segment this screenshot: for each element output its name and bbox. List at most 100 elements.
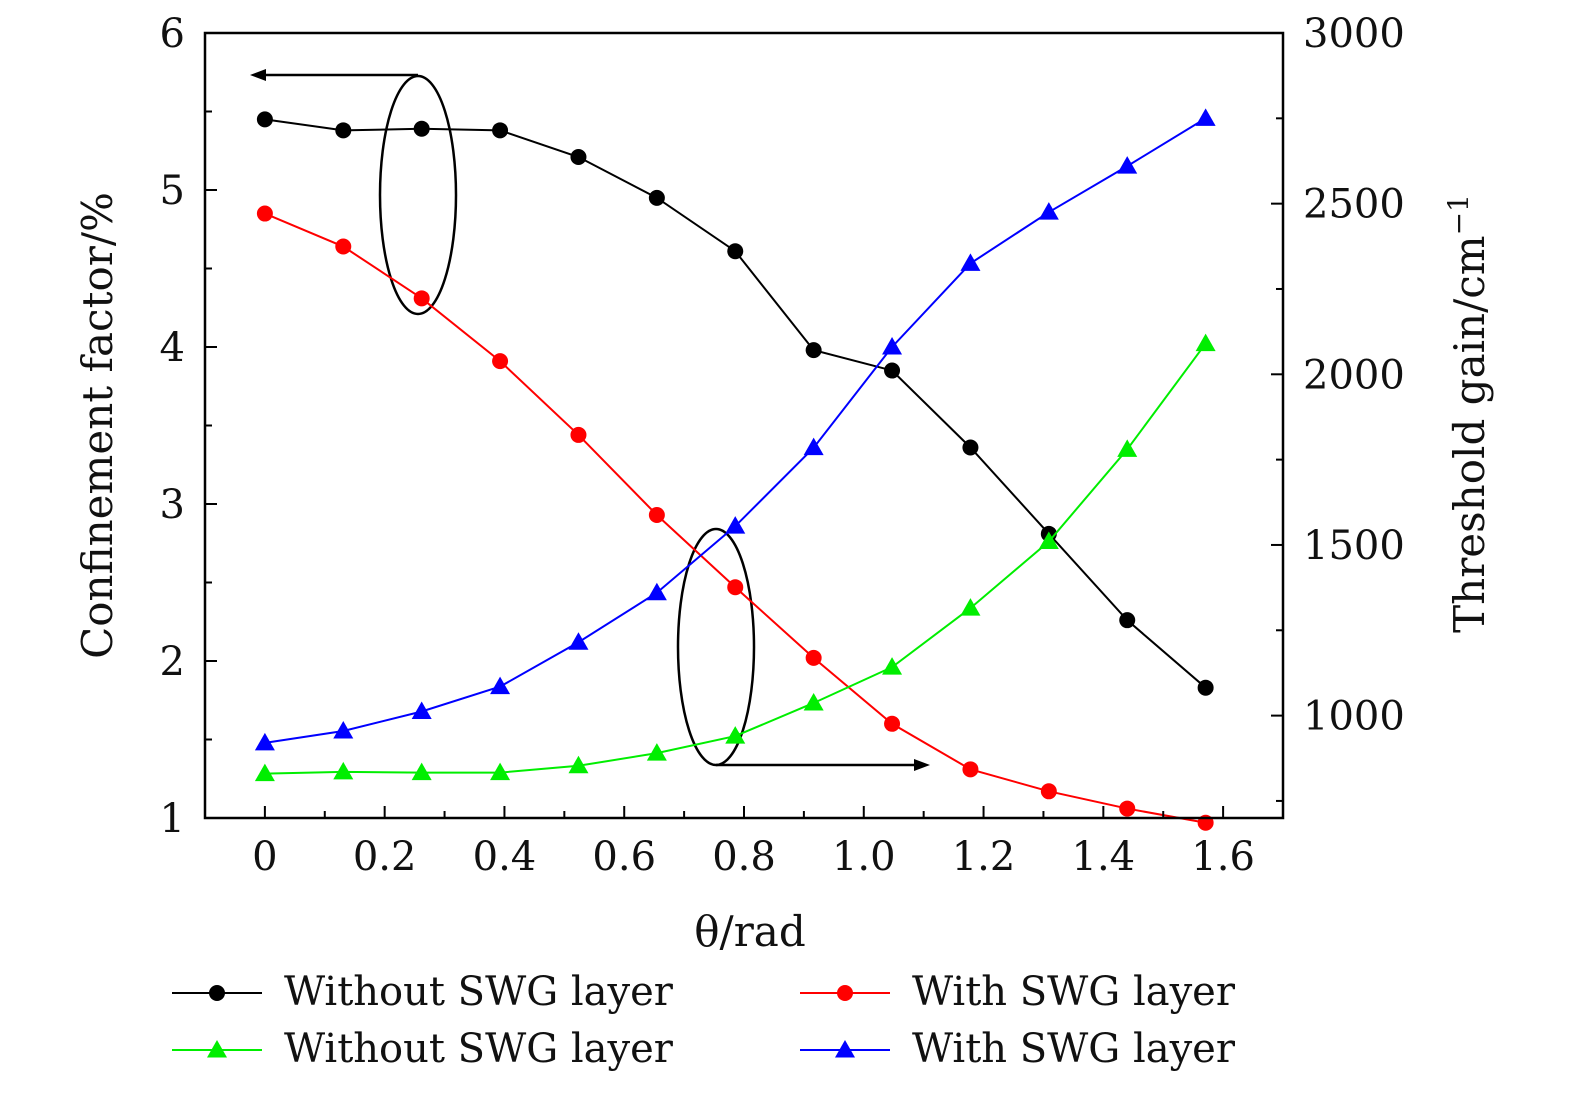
series-1 xyxy=(256,205,1214,831)
data-point xyxy=(1119,612,1136,629)
legend-item: Without SWG layer xyxy=(172,1026,674,1072)
data-point xyxy=(725,516,746,534)
data-point xyxy=(335,122,352,139)
data-point xyxy=(884,362,901,379)
left-axis-arrowhead xyxy=(250,69,266,81)
legend-swatch-marker xyxy=(835,1040,855,1058)
data-point xyxy=(1038,531,1059,550)
legend-swatch-marker xyxy=(209,985,225,1001)
legend-item: With SWG layer xyxy=(800,1026,1236,1072)
y-left-tick-label: 2 xyxy=(160,639,185,685)
data-point xyxy=(648,506,665,523)
legend-item: With SWG layer xyxy=(800,969,1236,1015)
y-left-tick-label: 1 xyxy=(160,796,185,842)
data-point xyxy=(1038,202,1059,220)
series-line xyxy=(264,118,1207,689)
y-right-tick-label: 1000 xyxy=(1303,694,1405,740)
data-point xyxy=(411,701,432,720)
x-axis-label: θ/rad xyxy=(694,907,805,956)
data-point xyxy=(413,290,430,307)
legend-label: Without SWG layer xyxy=(284,1026,674,1072)
data-point xyxy=(570,426,587,443)
y-right-axis-label: Threshold gain/cm−1 xyxy=(1442,194,1494,633)
data-point xyxy=(962,761,979,778)
data-point xyxy=(803,437,824,456)
data-point xyxy=(411,762,432,781)
legend-swatch-marker xyxy=(837,985,853,1001)
series-line xyxy=(264,342,1207,775)
data-point xyxy=(1195,333,1216,352)
y-left-axis-label: Confinement factor/% xyxy=(73,192,122,659)
y-right-tick-label: 1500 xyxy=(1303,523,1405,569)
data-point xyxy=(333,761,354,780)
data-point xyxy=(805,649,822,666)
data-point xyxy=(335,238,352,255)
series-2 xyxy=(254,333,1216,782)
data-point xyxy=(568,632,589,650)
data-point xyxy=(254,763,275,782)
y-left-tick-label: 6 xyxy=(160,11,185,57)
data-point xyxy=(256,111,273,128)
data-point xyxy=(960,253,981,271)
x-tick-label: 0 xyxy=(252,834,277,880)
legend-label: With SWG layer xyxy=(912,1026,1236,1072)
x-tick-label: 1.0 xyxy=(832,834,896,880)
data-point xyxy=(648,189,665,206)
data-point xyxy=(727,243,744,260)
y-right-tick-label: 2000 xyxy=(1303,352,1405,398)
data-point xyxy=(803,692,824,711)
data-point xyxy=(962,439,979,456)
y-left-tick-label: 3 xyxy=(160,482,185,528)
annotations xyxy=(250,69,930,771)
data-point xyxy=(568,755,589,774)
x-tick-label: 1.2 xyxy=(952,834,1016,880)
x-tick-label: 1.4 xyxy=(1072,834,1136,880)
series-layer xyxy=(254,108,1216,831)
data-point xyxy=(492,122,509,139)
data-point xyxy=(254,732,275,751)
x-tick-label: 0.6 xyxy=(592,834,656,880)
y-left-tick-label: 4 xyxy=(160,325,185,371)
data-point xyxy=(884,715,901,732)
plot-frame xyxy=(203,31,1285,820)
data-point xyxy=(1117,156,1138,174)
legend: Without SWG layer With SWG layer Without S… xyxy=(172,969,1236,1072)
y-right-tick-label: 2500 xyxy=(1303,182,1405,228)
data-point xyxy=(256,205,273,222)
data-point xyxy=(413,120,430,137)
data-point xyxy=(1195,108,1216,126)
x-tick-label: 1.6 xyxy=(1191,834,1255,880)
legend-label: With SWG layer xyxy=(912,969,1236,1015)
data-point xyxy=(960,598,981,616)
legend-item: Without SWG layer xyxy=(172,969,674,1015)
data-point xyxy=(492,353,509,370)
legend-label: Without SWG layer xyxy=(284,969,674,1015)
legend-swatch-marker xyxy=(207,1040,227,1058)
y-right-tick-label: 3000 xyxy=(1303,11,1405,57)
data-point xyxy=(570,149,587,166)
data-point xyxy=(490,762,511,781)
data-point xyxy=(1040,783,1057,800)
y-right-axis-label-superscript: −1 xyxy=(1442,194,1475,235)
series-line xyxy=(264,117,1207,744)
data-point xyxy=(646,582,667,601)
right-axis-arrowhead xyxy=(914,759,930,771)
series-3 xyxy=(254,108,1216,751)
data-point xyxy=(490,676,511,695)
y-right-axis-label-text: Threshold gain/cm xyxy=(1445,235,1494,632)
x-tick-label: 0.2 xyxy=(353,834,417,880)
data-point xyxy=(882,337,903,355)
data-point xyxy=(333,720,354,739)
data-point xyxy=(646,743,667,761)
data-point xyxy=(725,726,746,744)
y-left-tick-label: 5 xyxy=(160,168,185,214)
data-point xyxy=(1119,800,1136,817)
x-tick-label: 0.4 xyxy=(473,834,537,880)
x-tick-label: 0.8 xyxy=(712,834,776,880)
data-point xyxy=(1197,679,1214,696)
data-point xyxy=(882,657,903,675)
data-point xyxy=(805,342,822,359)
axes-layer: 0 0.2 0.4 0.6 0.8 1.0 1.2 1.4 1.6 1 2 3 4 5 6 1000 1500 2… xyxy=(73,11,1494,956)
data-point xyxy=(1117,439,1138,457)
